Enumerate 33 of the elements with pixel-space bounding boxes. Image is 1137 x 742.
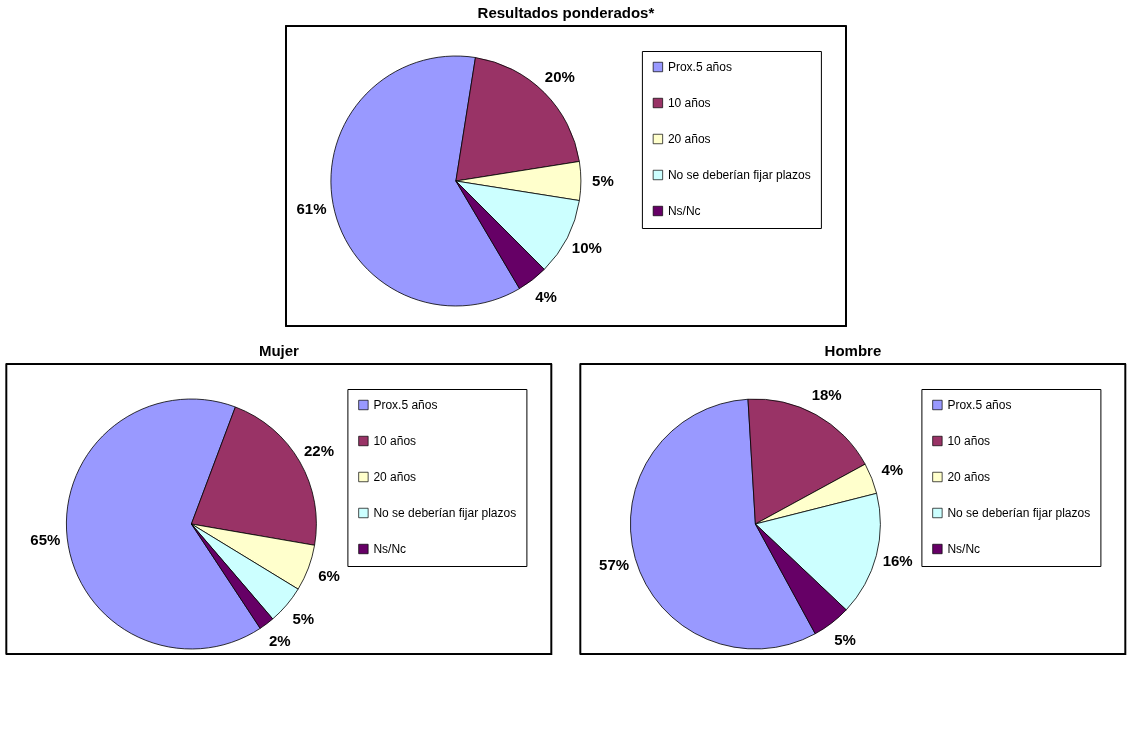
legend-label: 20 años — [947, 470, 991, 484]
data-label: 4% — [535, 288, 557, 306]
data-label: 18% — [811, 386, 842, 404]
data-label: 5% — [592, 172, 614, 189]
legend-label: Ns/Nc — [667, 204, 701, 218]
data-label: 5% — [834, 631, 856, 649]
data-label: 20% — [544, 68, 575, 86]
chart-title: Mujer — [258, 342, 300, 360]
data-label: 6% — [318, 566, 340, 584]
legend-label: 10 años — [947, 434, 991, 448]
legend-label: No se deberían fijar plazos — [947, 506, 1091, 520]
legend-label: Ns/Nc — [373, 542, 407, 556]
legend-label: Ns/Nc — [947, 542, 981, 556]
data-label: 57% — [599, 555, 630, 573]
data-label: 22% — [303, 441, 334, 459]
data-label: 2% — [269, 632, 291, 650]
data-label: 10% — [571, 238, 602, 256]
legend-label: Prox.5 años — [667, 60, 732, 74]
data-label: 4% — [881, 461, 904, 479]
legend-label: 20 años — [667, 132, 711, 146]
legend-label: Prox.5 años — [373, 398, 438, 412]
chart-title: Hombre — [824, 342, 882, 360]
data-label: 61% — [296, 199, 327, 217]
legend-label: 10 años — [373, 434, 417, 448]
data-label: 65% — [30, 531, 61, 549]
legend-label: 10 años — [667, 96, 711, 110]
data-label: 5% — [292, 610, 315, 628]
chart-title: Resultados ponderados* — [477, 4, 655, 22]
legend-label: Prox.5 años — [947, 398, 1012, 412]
legend-label: No se deberían fijar plazos — [667, 168, 811, 182]
data-label: 16% — [882, 552, 913, 570]
legend-label: No se deberían fijar plazos — [373, 506, 517, 520]
legend-label: 20 años — [373, 470, 417, 484]
